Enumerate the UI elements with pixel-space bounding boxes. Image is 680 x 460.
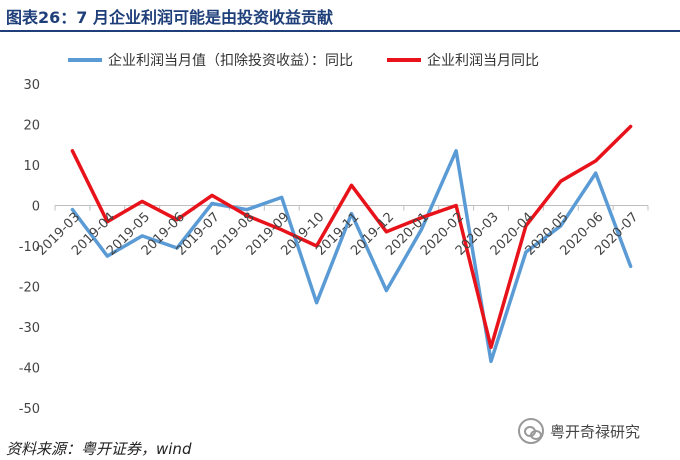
legend-item-series-2: 企业利润当月同比	[387, 50, 539, 70]
y-tick-label-2: 10	[23, 159, 40, 174]
series-lines	[70, 124, 633, 364]
brand-watermark: 粤开奇禄研究	[518, 418, 640, 444]
y-tick-label-1: 20	[23, 119, 40, 134]
series-line-1	[70, 149, 633, 364]
y-tick-label-6: -30	[19, 321, 40, 336]
legend-label-series-1: 企业利润当月值（扣除投资收益）：同比	[108, 53, 353, 69]
legend-swatch-series-2	[387, 58, 421, 62]
title-rule	[0, 30, 680, 32]
legend-label-series-2: 企业利润当月同比	[427, 53, 539, 69]
y-axis-ticks: 30 20 10 0 -10 -20 -30 -40 -50	[19, 78, 40, 417]
chart-title: 图表26：7 月企业利润可能是由投资收益贡献	[6, 8, 333, 27]
legend-item-series-1: 企业利润当月值（扣除投资收益）：同比	[68, 50, 353, 70]
series-line-2	[70, 124, 633, 350]
y-tick-label-5: -20	[19, 281, 40, 296]
y-tick-label-7: -40	[19, 362, 40, 377]
y-tick-label-3: 0	[32, 200, 40, 215]
legend-swatch-series-1	[68, 58, 102, 62]
y-tick-label-0: 30	[23, 78, 40, 93]
wechat-icon	[518, 418, 544, 444]
legend: 企业利润当月值（扣除投资收益）：同比 企业利润当月同比	[68, 50, 539, 70]
brand-label: 粤开奇禄研究	[550, 422, 641, 441]
source-note: 资料来源：粤开证券，wind	[6, 440, 192, 458]
y-tick-label-8: -50	[19, 402, 40, 417]
y-tick-label-4: -10	[19, 240, 40, 255]
